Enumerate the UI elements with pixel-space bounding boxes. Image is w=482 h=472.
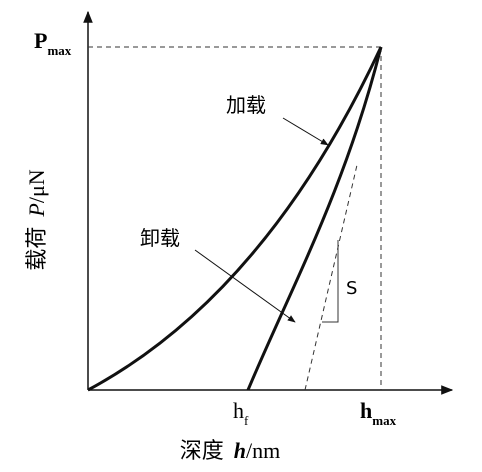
unloading-curve (246, 46, 383, 391)
x-axis-title: 深度 h/nm (180, 438, 281, 464)
peak-load-label: Pmax (34, 28, 72, 58)
text-part: P (34, 28, 47, 53)
max-depth-label: hmax (360, 398, 397, 428)
unloading-label: 卸载 (140, 226, 180, 250)
text-part: max (372, 413, 396, 428)
stiffness-bracket (322, 240, 339, 323)
text-part: 载荷 (25, 227, 50, 271)
text-part: /nm (246, 438, 280, 463)
text-part: h (233, 398, 244, 423)
loading-arrow (282, 117, 329, 146)
stiffness-label: S (346, 278, 357, 299)
text-part: h (360, 398, 372, 423)
text-part: f (244, 413, 249, 428)
text-part: P (24, 203, 49, 217)
text-part: max (47, 43, 71, 58)
unloading-arrow (194, 249, 296, 323)
tangent-line (304, 164, 358, 391)
text-part: 深度 (180, 439, 224, 464)
final-depth-label: hf (233, 398, 249, 428)
text-part: h (234, 438, 246, 463)
text-part: /μN (24, 169, 49, 203)
loading-curve (87, 46, 383, 392)
y-axis-title: 载荷 P/μN (24, 169, 50, 270)
loading-label: 加载 (226, 93, 266, 117)
